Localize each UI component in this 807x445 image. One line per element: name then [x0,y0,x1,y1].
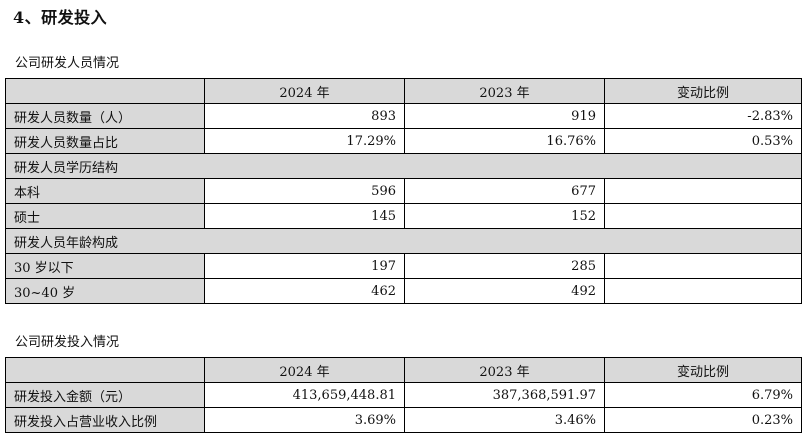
value-2024: 413,659,448.81 [204,382,405,408]
row-label: 研发人员数量（人） [5,103,205,129]
row-label: 研发投入金额（元） [5,382,205,408]
value-2023: 919 [404,103,605,129]
personnel-table-title: 公司研发人员情况 [15,56,120,71]
header-cell-2023: 2023 年 [404,357,605,383]
table-row: 30 岁以下 197 285 [5,253,802,279]
value-change [604,178,802,204]
value-2023: 285 [404,253,605,279]
header-cell-change: 变动比例 [604,78,802,104]
section-label: 研发人员年龄构成 [5,228,802,254]
section-title: 4、研发投入 [13,8,108,27]
row-label: 本科 [5,178,205,204]
table-section-row: 研发人员学历结构 [5,153,802,179]
value-change: -2.83% [604,103,802,129]
row-label: 硕士 [5,203,205,229]
header-cell-label [5,78,205,104]
table-row: 研发人员数量（人） 893 919 -2.83% [5,103,802,129]
header-cell-2024: 2024 年 [204,357,405,383]
table-section-row: 研发人员年龄构成 [5,228,802,254]
value-2023: 492 [404,278,605,304]
value-2024: 3.69% [204,407,405,433]
table-row: 本科 596 677 [5,178,802,204]
row-label: 研发人员数量占比 [5,128,205,154]
value-2023: 16.76% [404,128,605,154]
value-2024: 145 [204,203,405,229]
value-change [604,253,802,279]
personnel-table: 2024 年 2023 年 变动比例 研发人员数量（人） 893 919 -2.… [5,78,802,304]
value-2024: 893 [204,103,405,129]
header-cell-label [5,357,205,383]
investment-table: 2024 年 2023 年 变动比例 研发投入金额（元） 413,659,448… [5,357,802,433]
value-change [604,203,802,229]
value-2024: 197 [204,253,405,279]
table-row: 研发人员数量占比 17.29% 16.76% 0.53% [5,128,802,154]
header-cell-change: 变动比例 [604,357,802,383]
value-2024: 17.29% [204,128,405,154]
value-2023: 152 [404,203,605,229]
value-2023: 3.46% [404,407,605,433]
value-change [604,278,802,304]
row-label: 30 岁以下 [5,253,205,279]
value-change: 0.53% [604,128,802,154]
header-cell-2024: 2024 年 [204,78,405,104]
table-row: 硕士 145 152 [5,203,802,229]
table-row: 30~40 岁 462 492 [5,278,802,304]
value-change: 6.79% [604,382,802,408]
value-2023: 387,368,591.97 [404,382,605,408]
table-row: 研发投入占营业收入比例 3.69% 3.46% 0.23% [5,407,802,433]
value-2024: 462 [204,278,405,304]
value-2024: 596 [204,178,405,204]
row-label: 研发投入占营业收入比例 [5,407,205,433]
value-2023: 677 [404,178,605,204]
table-row: 研发投入金额（元） 413,659,448.81 387,368,591.97 … [5,382,802,408]
section-label: 研发人员学历结构 [5,153,802,179]
table-header-row: 2024 年 2023 年 变动比例 [5,78,802,104]
investment-table-title: 公司研发投入情况 [15,335,120,350]
header-cell-2023: 2023 年 [404,78,605,104]
row-label: 30~40 岁 [5,278,205,304]
value-change: 0.23% [604,407,802,433]
table-header-row: 2024 年 2023 年 变动比例 [5,357,802,383]
